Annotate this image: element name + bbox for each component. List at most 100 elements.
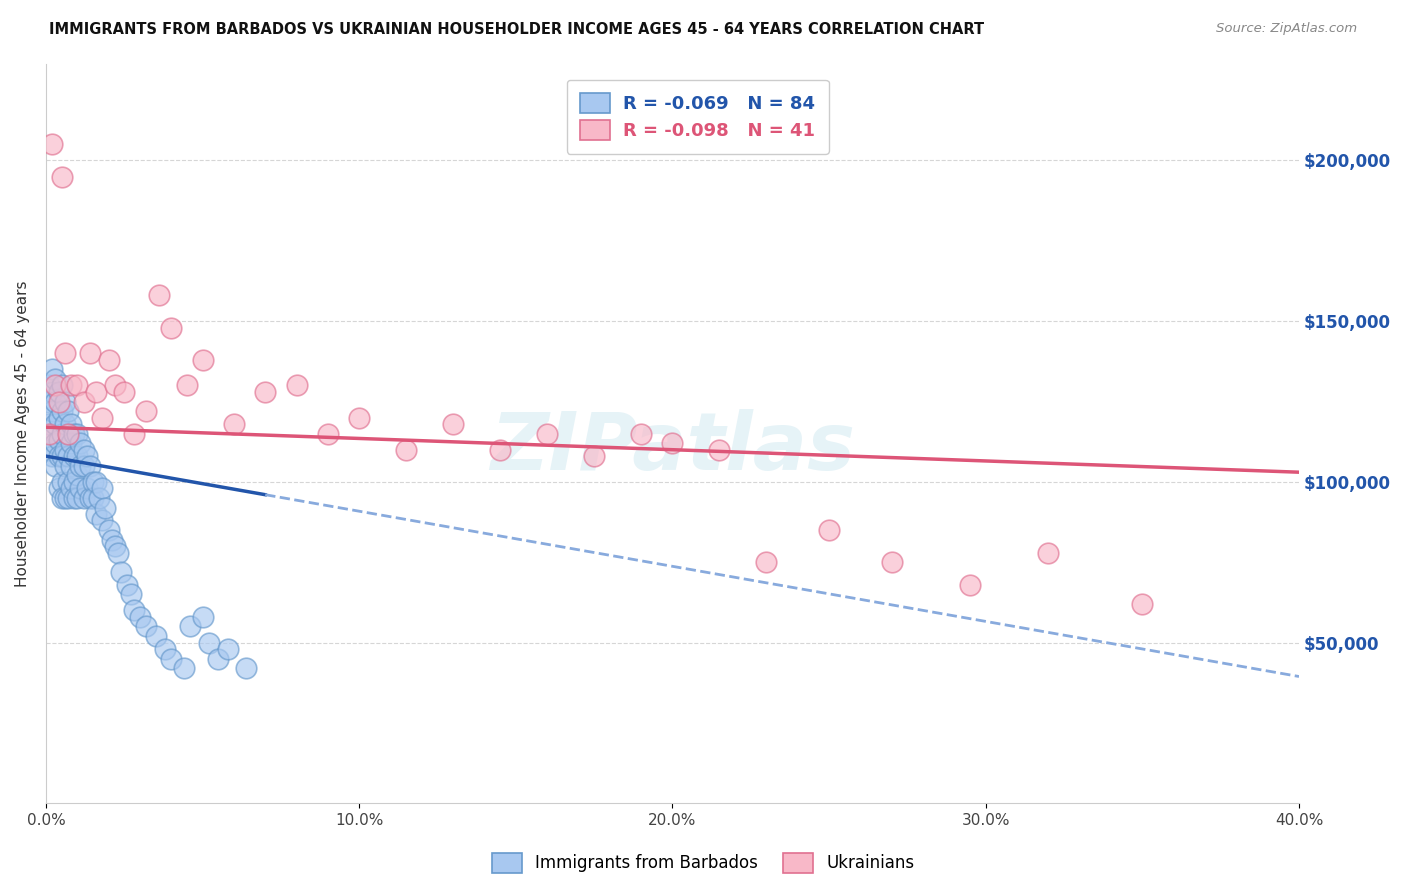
Point [84, 384, 107, 399]
Point [44, 458, 66, 473]
Point [145, 629, 167, 643]
Point [51, 426, 73, 441]
Point [48, 394, 70, 409]
Point [110, 565, 132, 579]
Point [79, 491, 101, 505]
Point [38, 442, 60, 457]
Point [661, 436, 683, 450]
Point [91, 513, 114, 527]
Point [583, 449, 606, 463]
Point [63, 449, 86, 463]
Point [41, 449, 63, 463]
Point [51, 449, 73, 463]
Point [56, 475, 79, 489]
Point [76, 449, 98, 463]
Point [56, 491, 79, 505]
Point [56, 449, 79, 463]
Point [72, 491, 94, 505]
Point [51, 404, 73, 418]
Point [53, 394, 76, 409]
Point [536, 426, 558, 441]
Point [51, 491, 73, 505]
Point [235, 661, 257, 675]
Point [44, 378, 66, 392]
Point [104, 378, 127, 392]
Point [53, 491, 76, 505]
Point [880, 555, 903, 569]
Text: Source: ZipAtlas.com: Source: ZipAtlas.com [1216, 22, 1357, 36]
Point [395, 442, 418, 457]
Point [120, 587, 142, 601]
Point [222, 417, 245, 431]
Point [191, 352, 214, 367]
Point [38, 426, 60, 441]
Text: ZIPatlas: ZIPatlas [491, 409, 855, 487]
Point [66, 491, 89, 505]
Point [160, 651, 183, 665]
Point [160, 320, 183, 334]
Point [66, 468, 89, 483]
Point [69, 458, 91, 473]
Point [122, 603, 145, 617]
Point [173, 661, 195, 675]
Point [94, 500, 117, 515]
Point [79, 346, 101, 360]
Point [44, 394, 66, 409]
Point [97, 352, 120, 367]
Point [66, 426, 89, 441]
Point [66, 449, 89, 463]
Point [60, 481, 83, 495]
Point [66, 378, 89, 392]
Point [191, 610, 214, 624]
Point [48, 384, 70, 399]
Legend: Immigrants from Barbados, Ukrainians: Immigrants from Barbados, Ukrainians [485, 847, 921, 880]
Point [100, 533, 122, 547]
Point [107, 545, 129, 559]
Point [53, 417, 76, 431]
Point [1132, 597, 1154, 611]
Point [48, 433, 70, 447]
Point [630, 426, 652, 441]
Point [104, 539, 127, 553]
Point [48, 410, 70, 425]
Point [48, 449, 70, 463]
Point [176, 378, 198, 392]
Point [179, 619, 201, 633]
Point [112, 384, 135, 399]
Point [91, 410, 114, 425]
Point [72, 458, 94, 473]
Point [117, 577, 139, 591]
Point [84, 507, 107, 521]
Point [51, 475, 73, 489]
Point [41, 384, 63, 399]
Point [72, 394, 94, 409]
Point [135, 619, 157, 633]
Point [69, 481, 91, 495]
Point [82, 475, 104, 489]
Point [53, 458, 76, 473]
Point [41, 426, 63, 441]
Point [38, 417, 60, 431]
Point [755, 555, 778, 569]
Point [97, 523, 120, 537]
Point [91, 481, 114, 495]
Point [44, 372, 66, 386]
Point [56, 426, 79, 441]
Point [44, 436, 66, 450]
Point [84, 475, 107, 489]
Point [38, 394, 60, 409]
Point [51, 169, 73, 184]
Point [56, 426, 79, 441]
Point [60, 436, 83, 450]
Point [818, 523, 841, 537]
Point [129, 610, 152, 624]
Point [198, 635, 221, 649]
Y-axis label: Householder Income Ages 45 - 64 years: Householder Income Ages 45 - 64 years [15, 280, 30, 587]
Point [153, 642, 176, 657]
Text: IMMIGRANTS FROM BARBADOS VS UKRAINIAN HOUSEHOLDER INCOME AGES 45 - 64 YEARS CORR: IMMIGRANTS FROM BARBADOS VS UKRAINIAN HO… [49, 22, 984, 37]
Point [122, 426, 145, 441]
Point [63, 475, 86, 489]
Point [285, 378, 308, 392]
Point [217, 642, 239, 657]
Point [489, 442, 512, 457]
